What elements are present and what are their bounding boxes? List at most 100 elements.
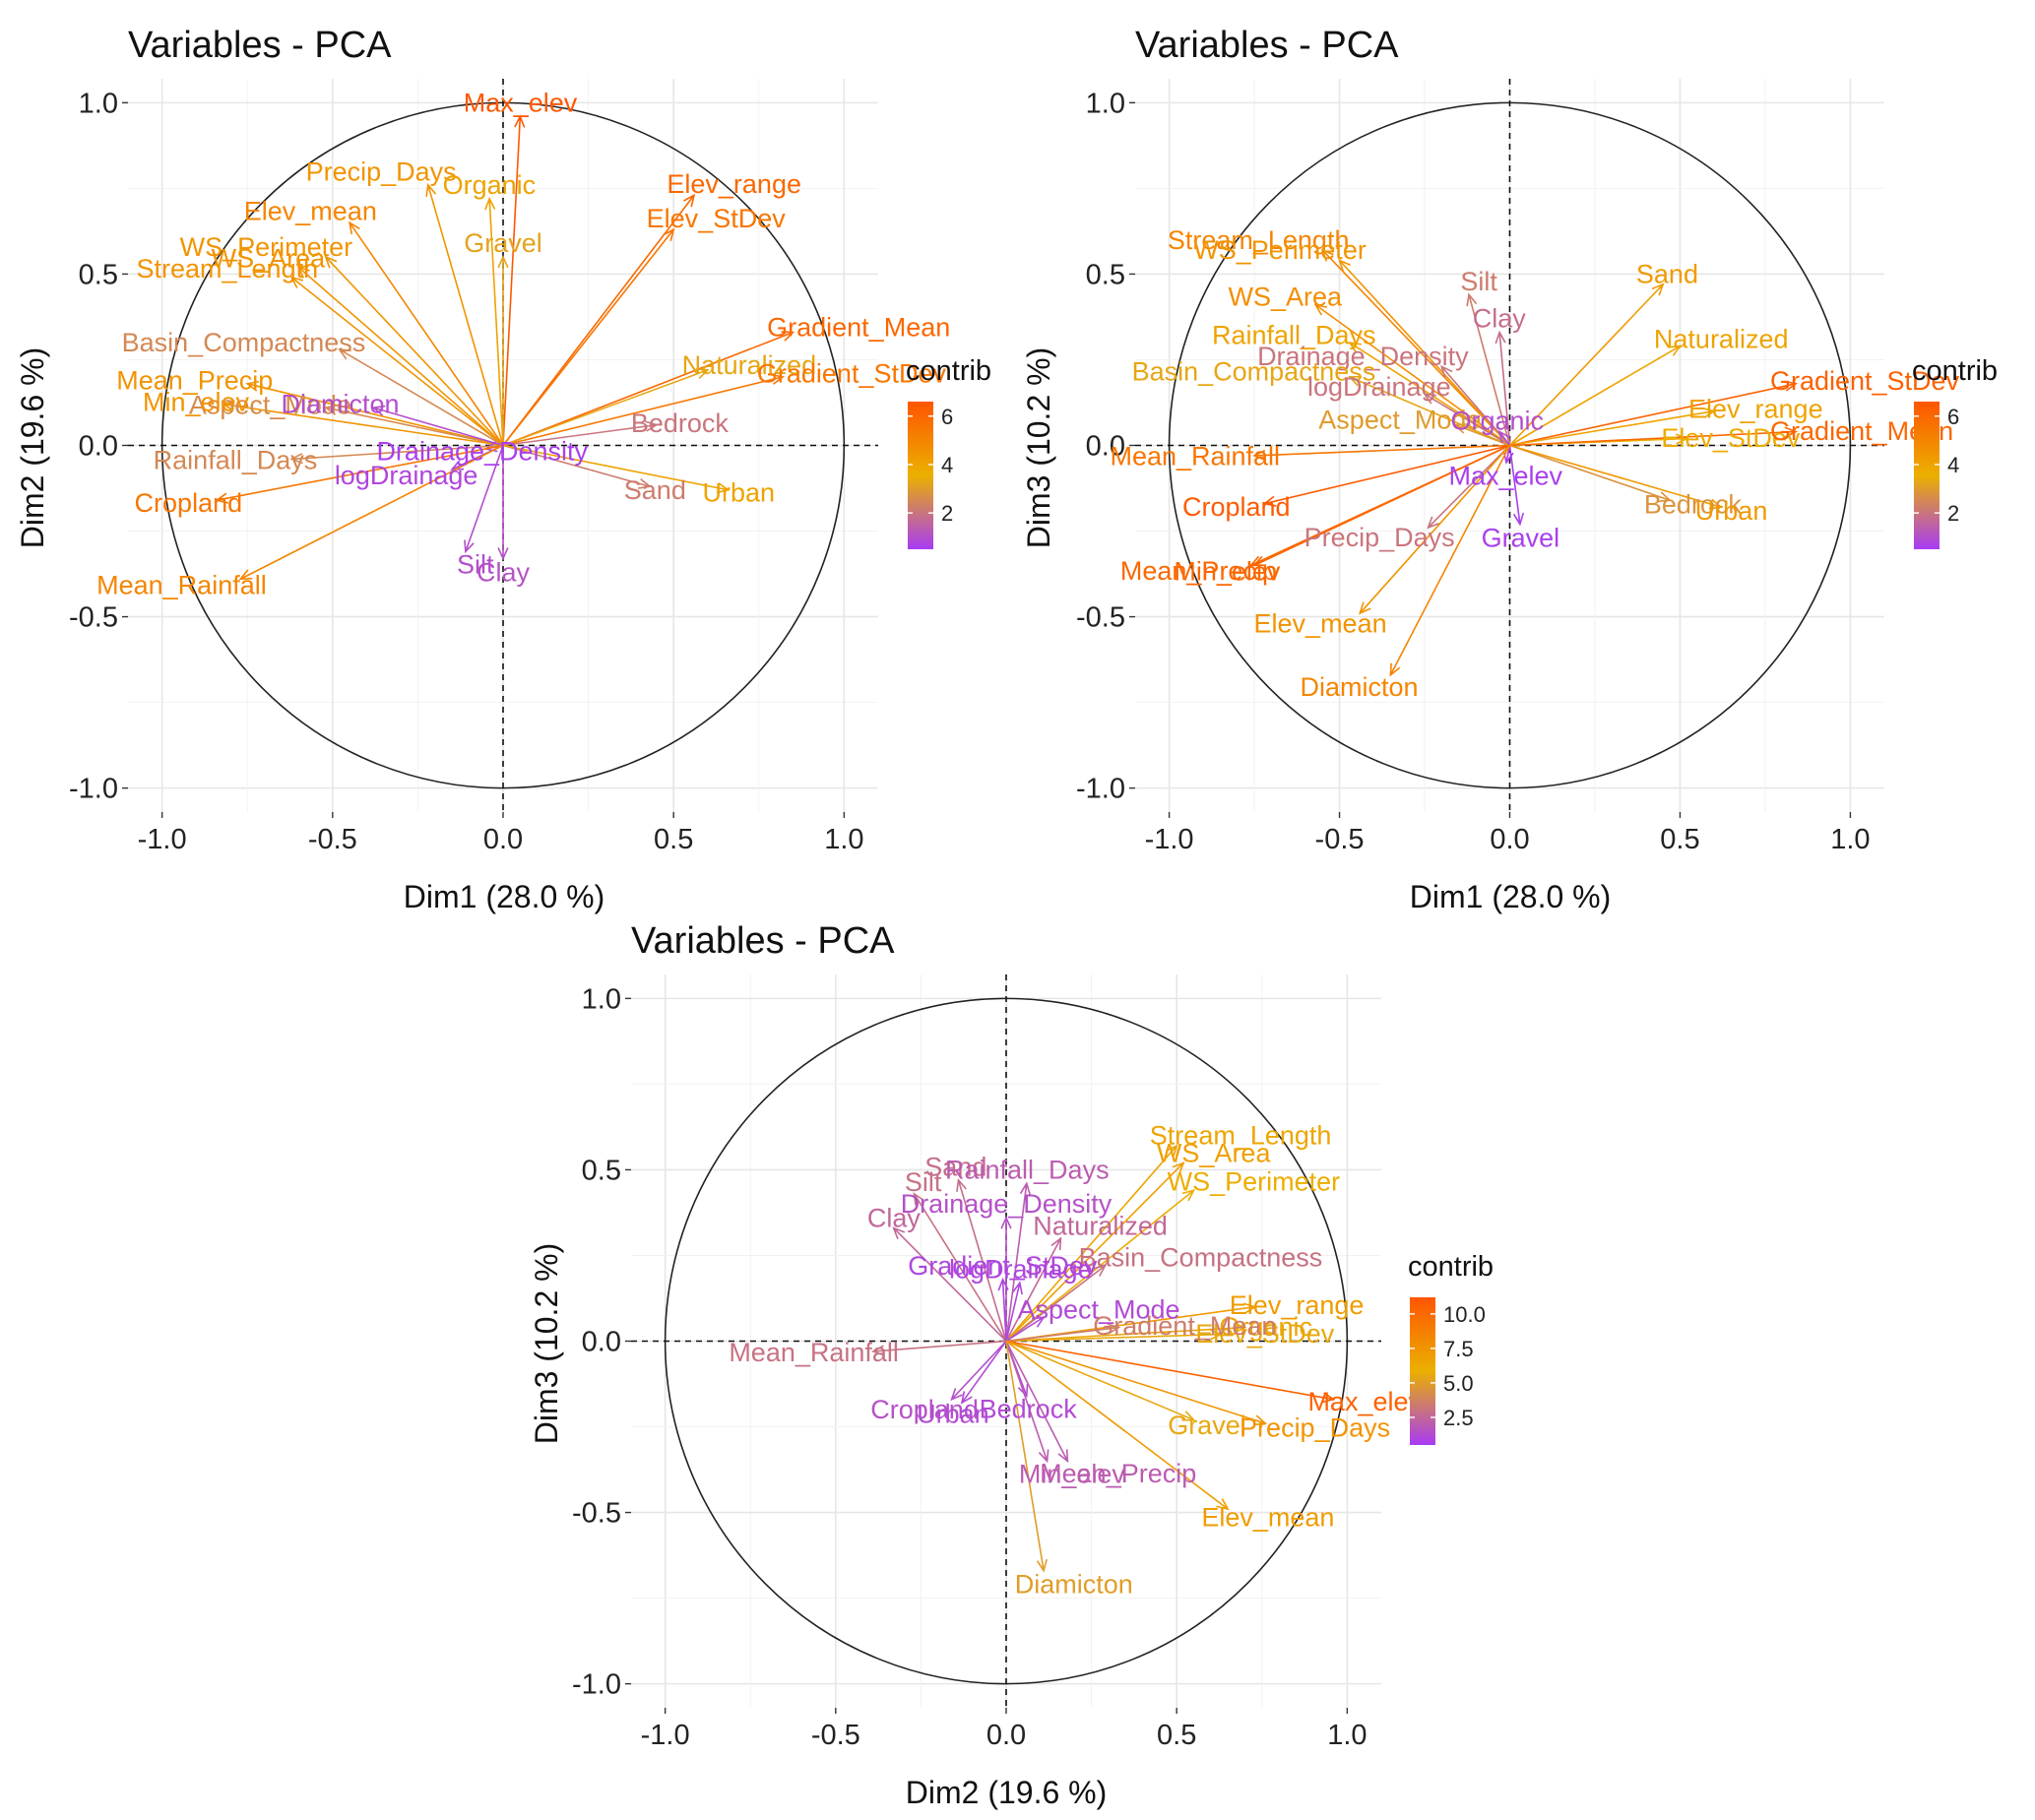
arrow-aspect-mode: [325, 407, 504, 447]
arrow-gravel: [1508, 445, 1521, 525]
arrow-head: [323, 404, 338, 415]
arrow-head: [1038, 1449, 1049, 1464]
variable-label: Gradient_Mean: [1093, 1311, 1276, 1341]
arrow-head: [289, 453, 303, 465]
variable-label: Rainfall_Days: [1212, 320, 1376, 349]
variable-label: Elev_mean: [244, 197, 377, 226]
arrow-sand: [502, 444, 651, 488]
y-tick-label: 0.0: [79, 431, 118, 463]
arrow-cropland: [950, 1340, 1007, 1401]
y-tick-label: 1.0: [79, 88, 118, 119]
arrow-head: [1321, 1392, 1336, 1404]
arrow-head: [716, 482, 731, 494]
arrow-head: [1675, 433, 1689, 445]
arrow-elev-mean: [349, 221, 504, 446]
variable-label: WS_Area: [1157, 1139, 1272, 1168]
variable-label: Urban: [917, 1400, 989, 1429]
arrow-head: [1017, 1384, 1029, 1399]
variable-label: Precip_Days: [1304, 523, 1455, 552]
variable-label: Clay: [477, 557, 531, 587]
variable-label: Silt: [905, 1167, 942, 1197]
variable-label: Naturalized: [682, 350, 817, 380]
arrow-stream-length: [290, 277, 504, 447]
variable-label: Min_elev: [143, 388, 250, 417]
contrib-legend: contrib 2.5 5.0 7.5 10.0: [1408, 1251, 1494, 1445]
y-tick-label: 0.5: [582, 1155, 621, 1186]
variable-label: Organic: [443, 170, 537, 200]
arrow-urban: [1509, 444, 1722, 508]
y-tick-label: -0.5: [572, 1498, 621, 1530]
arrow-mean-rainfall: [872, 1340, 1007, 1352]
arrow-organic: [1498, 431, 1511, 446]
arrow-mean-precip: [247, 383, 504, 447]
arrow-head: [1057, 1449, 1069, 1464]
variable-label: Clay: [867, 1204, 922, 1233]
legend-tick-label: 2: [1947, 501, 1959, 526]
arrow-basin-compactness: [1005, 1265, 1106, 1343]
variable-label: Max_elev: [464, 88, 578, 117]
x-tick-label: 1.0: [1830, 824, 1870, 855]
variable-label: Diamicton: [281, 389, 399, 418]
x-tick-label: 0.0: [483, 824, 523, 855]
y-axis-title: Dim2 (19.6 %): [15, 347, 50, 549]
variable-label: Gradient_Mean: [767, 313, 950, 343]
arrow-head: [870, 1345, 885, 1356]
arrow-sand: [957, 1179, 1007, 1342]
variable-label: Mean_Precip: [1120, 556, 1277, 586]
x-tick-label: 0.5: [654, 824, 693, 855]
variable-label: Silt: [457, 550, 494, 580]
arrow-bedrock: [502, 423, 657, 447]
variable-label: Min_elev: [1019, 1460, 1126, 1489]
arrow-head: [695, 368, 710, 379]
arrow-head: [497, 255, 509, 269]
arrow-sand: [1508, 283, 1664, 447]
arrow-gradient-mean: [1509, 430, 1797, 447]
arrow-head: [1172, 1161, 1185, 1174]
arrow-head: [1252, 555, 1267, 567]
variable-label: Elev_StDev: [1195, 1319, 1335, 1349]
chart-title: Variables - PCA: [631, 920, 895, 962]
arrow-elev-mean: [1005, 1340, 1229, 1510]
arrow-naturalized: [1005, 1237, 1062, 1342]
variable-label: Cropland: [870, 1395, 979, 1424]
arrow-head: [1181, 1411, 1196, 1421]
arrow-gradient-stdev: [502, 376, 784, 447]
arrow-stream-length: [1005, 1145, 1177, 1343]
arrow-clay: [1498, 332, 1511, 446]
arrow-head: [425, 183, 437, 197]
variable-label: logDrainage: [1307, 372, 1451, 402]
legend-tick-label: 6: [1947, 405, 1959, 429]
variable-label: Rainfall_Days: [154, 445, 318, 474]
arrow-head: [1036, 1558, 1048, 1573]
arrow-head: [1440, 364, 1453, 379]
variable-label: Rainfall_Days: [945, 1155, 1110, 1184]
arrow-organic: [488, 198, 504, 446]
arrow-head: [1107, 1323, 1121, 1335]
arrow-head: [637, 477, 652, 489]
arrow-head: [1668, 345, 1683, 356]
arrow-head: [497, 547, 509, 561]
variable-label: Sand: [924, 1152, 986, 1181]
arrow-cropland: [216, 444, 504, 501]
arrow-head: [950, 1388, 963, 1402]
arrow-head: [1651, 282, 1665, 296]
arrow-ws-area: [297, 266, 504, 447]
arrow-head: [1181, 1189, 1196, 1202]
arrow-silt: [1468, 294, 1511, 446]
variable-label: Elev_StDev: [1661, 423, 1801, 453]
variable-label: Stream_Length: [136, 254, 318, 283]
arrow-ws-perimeter: [1338, 259, 1511, 447]
arrow-head: [324, 255, 338, 269]
variable-label: Elev_StDev: [647, 204, 787, 233]
variable-label: Urban: [703, 477, 776, 507]
arrow-head: [663, 227, 675, 242]
arrow-clay: [893, 1227, 1007, 1343]
variable-label: Basin_Compactness: [1132, 356, 1376, 386]
arrow-head: [1784, 426, 1799, 438]
arrow-elev-stdev: [502, 228, 674, 446]
arrow-basin-compactness: [339, 348, 504, 447]
variable-label: WS_Area: [212, 243, 327, 273]
arrow-gradient-stdev: [1509, 383, 1797, 447]
